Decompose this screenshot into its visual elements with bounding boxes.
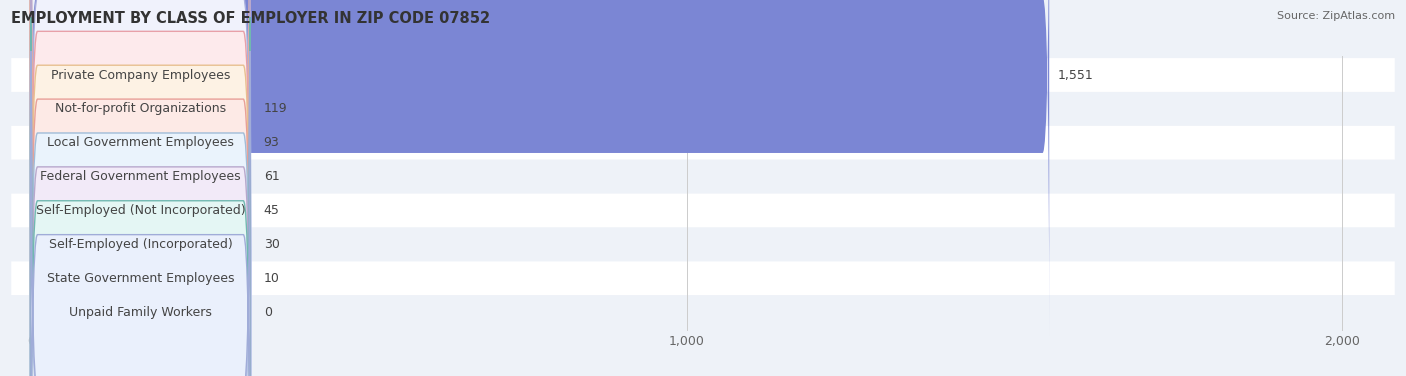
FancyBboxPatch shape [30, 17, 39, 376]
Text: Private Company Employees: Private Company Employees [51, 68, 231, 82]
Text: 1,551: 1,551 [1057, 68, 1094, 82]
FancyBboxPatch shape [31, 0, 250, 370]
Text: Not-for-profit Organizations: Not-for-profit Organizations [55, 102, 226, 115]
Text: Unpaid Family Workers: Unpaid Family Workers [69, 306, 212, 319]
FancyBboxPatch shape [30, 0, 52, 376]
Text: 0: 0 [264, 306, 271, 319]
FancyBboxPatch shape [31, 0, 250, 336]
FancyBboxPatch shape [30, 0, 93, 376]
Text: 10: 10 [264, 272, 280, 285]
FancyBboxPatch shape [11, 194, 1395, 227]
Text: Local Government Employees: Local Government Employees [46, 136, 233, 149]
Text: Self-Employed (Incorporated): Self-Employed (Incorporated) [49, 238, 232, 251]
FancyBboxPatch shape [31, 0, 250, 376]
Text: Self-Employed (Not Incorporated): Self-Employed (Not Incorporated) [35, 204, 245, 217]
FancyBboxPatch shape [31, 0, 250, 376]
FancyBboxPatch shape [11, 160, 1395, 194]
FancyBboxPatch shape [11, 126, 1395, 160]
Text: 61: 61 [264, 170, 280, 183]
FancyBboxPatch shape [11, 227, 1395, 261]
FancyBboxPatch shape [30, 0, 62, 376]
Text: Federal Government Employees: Federal Government Employees [41, 170, 240, 183]
FancyBboxPatch shape [31, 0, 250, 376]
Text: Source: ZipAtlas.com: Source: ZipAtlas.com [1277, 11, 1395, 21]
Text: 30: 30 [264, 238, 280, 251]
FancyBboxPatch shape [11, 92, 1395, 126]
FancyBboxPatch shape [11, 295, 1395, 329]
FancyBboxPatch shape [11, 261, 1395, 295]
Text: 45: 45 [264, 204, 280, 217]
Text: EMPLOYMENT BY CLASS OF EMPLOYER IN ZIP CODE 07852: EMPLOYMENT BY CLASS OF EMPLOYER IN ZIP C… [11, 11, 491, 26]
FancyBboxPatch shape [31, 0, 250, 376]
FancyBboxPatch shape [30, 0, 1049, 336]
FancyBboxPatch shape [30, 0, 72, 376]
Text: State Government Employees: State Government Employees [46, 272, 235, 285]
FancyBboxPatch shape [11, 58, 1395, 92]
Text: 93: 93 [264, 136, 280, 149]
FancyBboxPatch shape [31, 51, 250, 376]
FancyBboxPatch shape [31, 17, 250, 376]
Text: 119: 119 [264, 102, 287, 115]
FancyBboxPatch shape [30, 51, 252, 376]
FancyBboxPatch shape [30, 0, 110, 370]
